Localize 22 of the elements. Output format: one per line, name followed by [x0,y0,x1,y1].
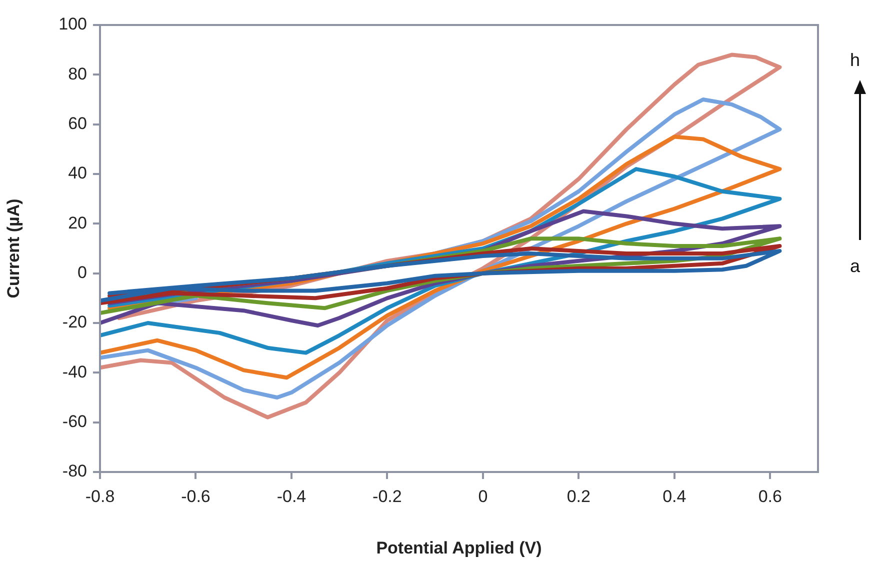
y-tick-label: -40 [62,362,87,382]
y-tick-label: 0 [78,263,87,282]
x-tick-label: -0.2 [372,486,402,506]
y-tick-label: 100 [58,14,87,34]
x-tick-label: 0 [478,486,488,506]
y-tick-label: 20 [68,213,87,232]
x-tick-label: -0.6 [181,486,210,506]
y-axis-title: Current (µA) [4,198,23,298]
y-tick-label: -20 [62,312,87,332]
y-tick-label: 80 [68,64,87,84]
y-tick-label: -60 [62,412,87,432]
x-tick-label: -0.4 [276,486,306,506]
x-axis-title: Potential Applied (V) [376,538,542,558]
x-tick-label: 0.2 [566,486,590,506]
x-tick-label: 0.6 [758,486,782,506]
x-tick-label: -0.8 [85,486,115,506]
y-tick-label: -80 [62,462,87,481]
y-tick-label: 40 [68,164,87,183]
text: a [850,256,860,277]
x-tick-label: 0.4 [662,486,686,506]
text: h [850,50,860,71]
y-tick-label: 60 [68,114,87,134]
